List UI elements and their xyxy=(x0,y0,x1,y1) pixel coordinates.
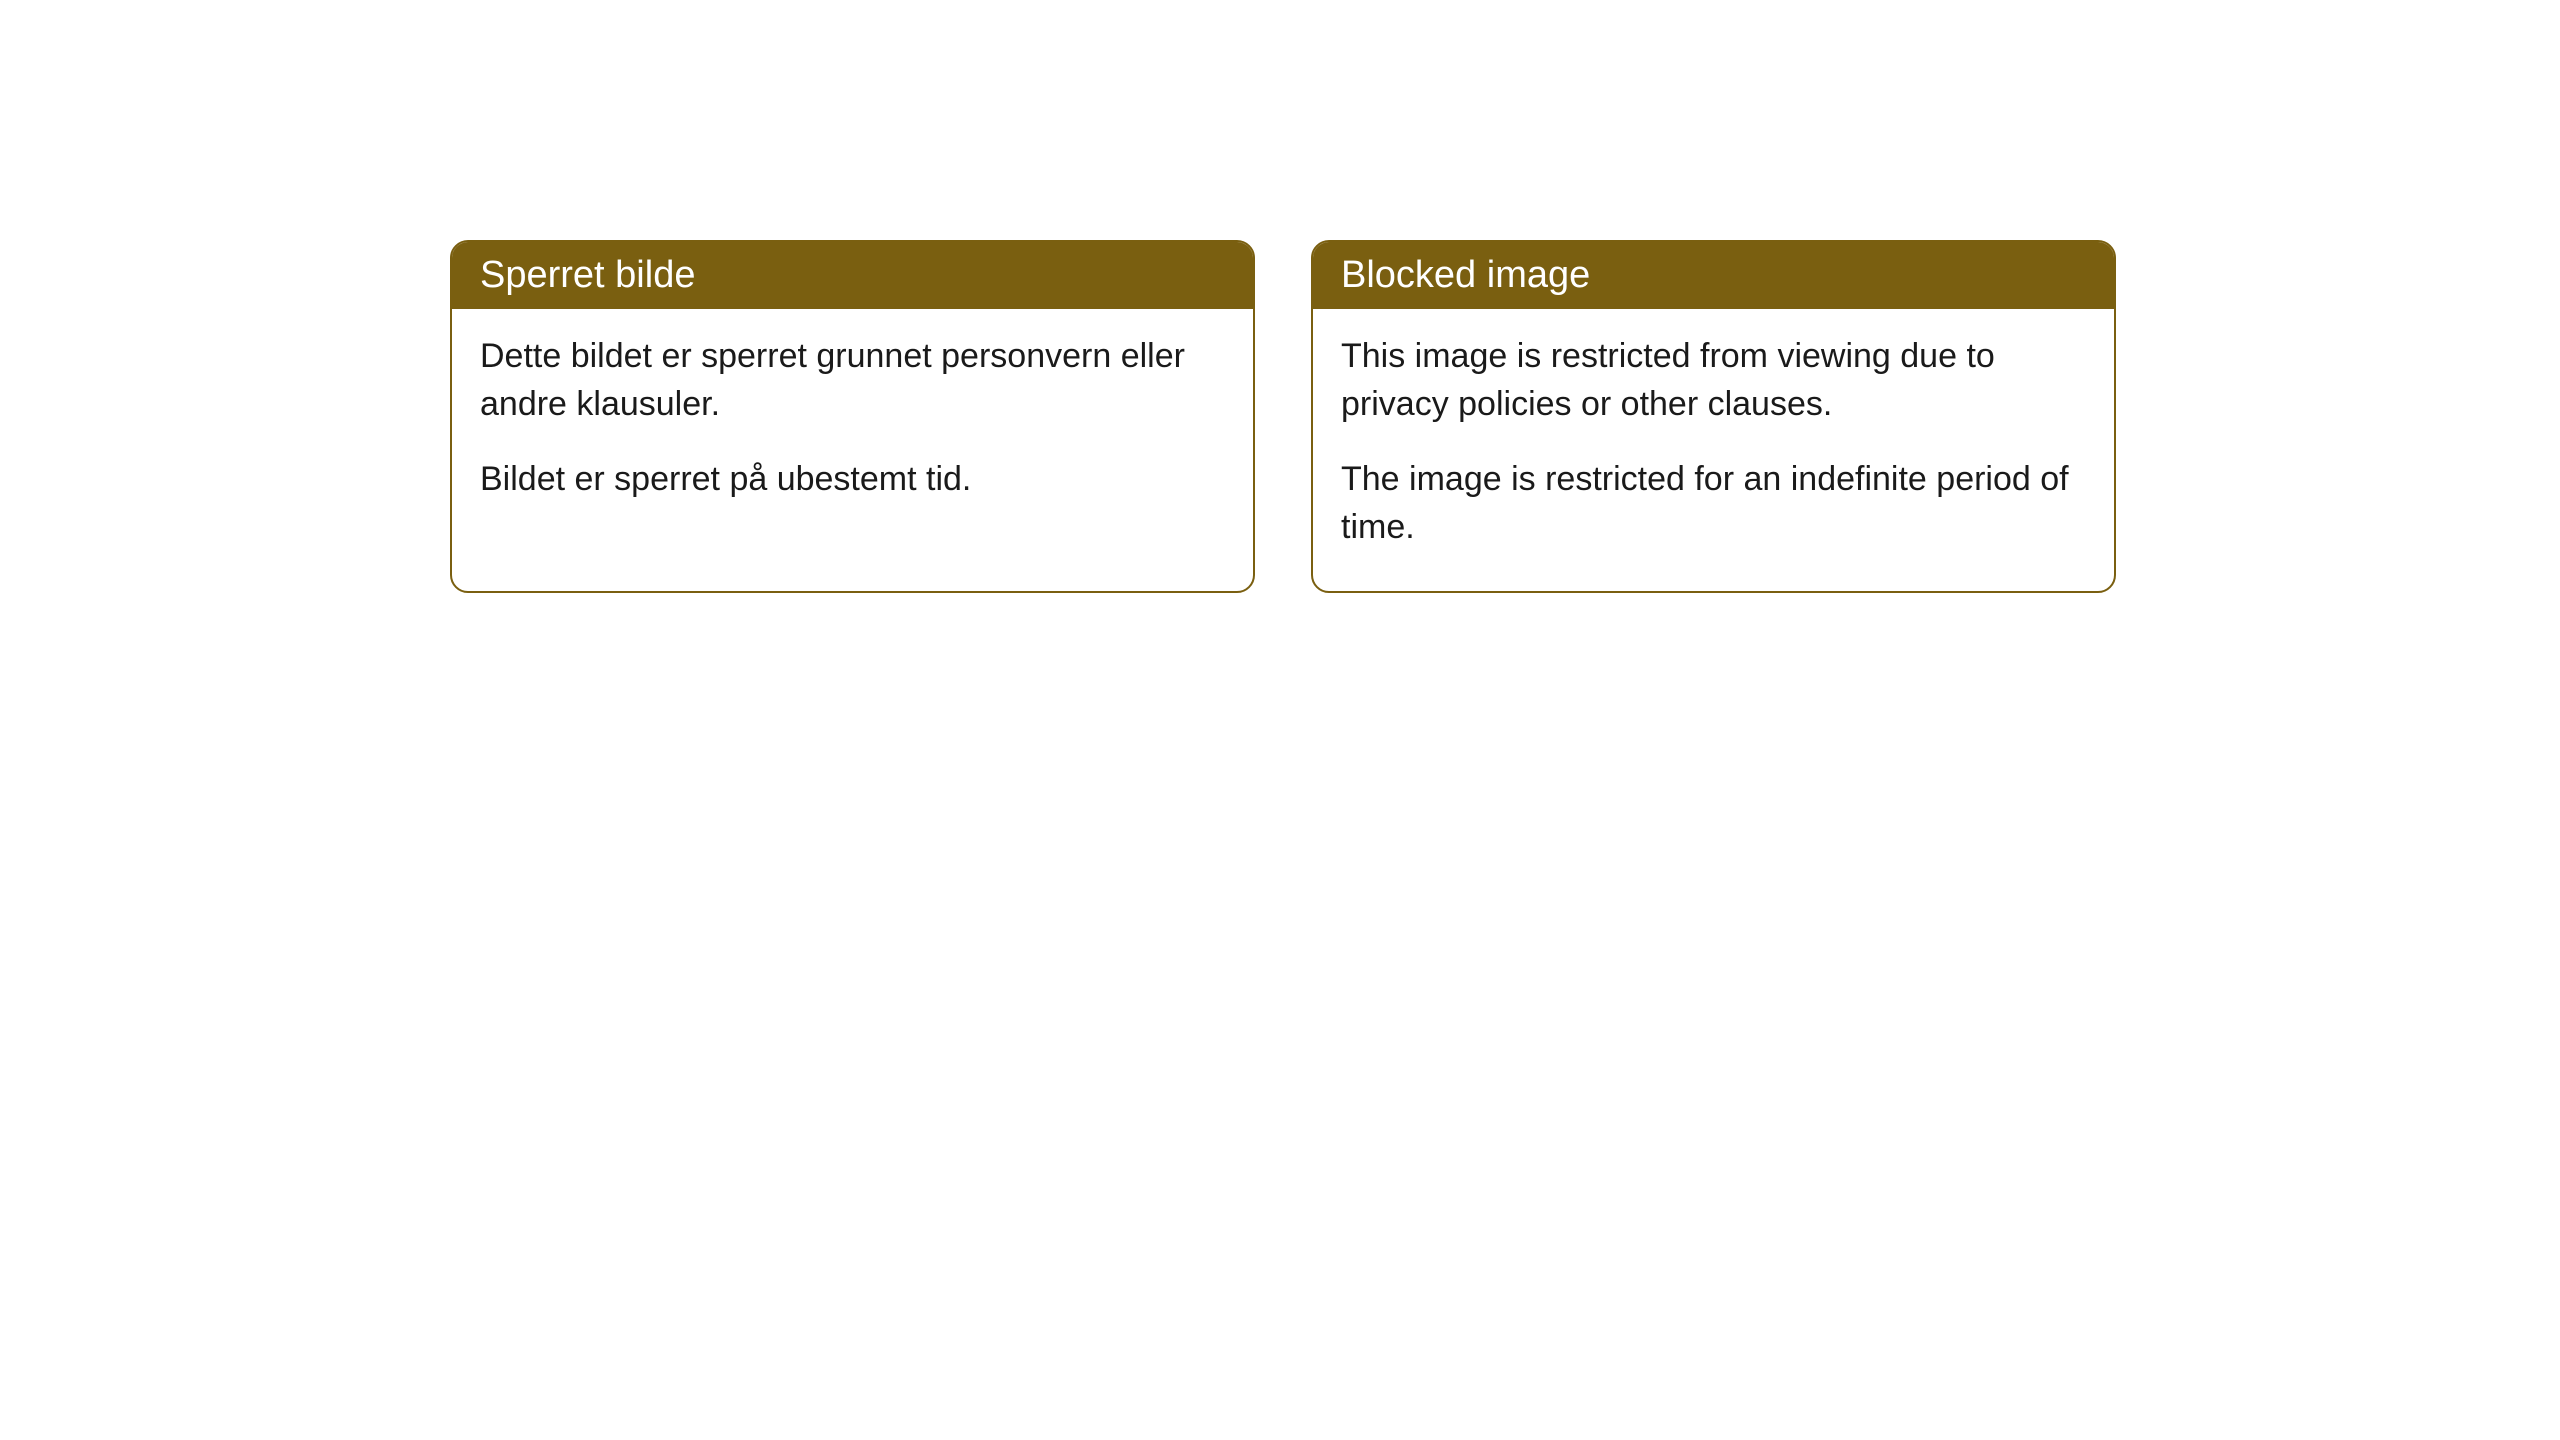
card-paragraph-2: The image is restricted for an indefinit… xyxy=(1341,456,2086,551)
blocked-image-card-english: Blocked image This image is restricted f… xyxy=(1311,240,2116,593)
card-paragraph-2: Bildet er sperret på ubestemt tid. xyxy=(480,456,1225,504)
card-header-norwegian: Sperret bilde xyxy=(452,242,1253,309)
notice-cards-container: Sperret bilde Dette bildet er sperret gr… xyxy=(450,240,2116,593)
card-body-english: This image is restricted from viewing du… xyxy=(1313,309,2114,591)
card-title: Blocked image xyxy=(1341,254,1590,296)
blocked-image-card-norwegian: Sperret bilde Dette bildet er sperret gr… xyxy=(450,240,1255,593)
card-title: Sperret bilde xyxy=(480,254,695,296)
card-body-norwegian: Dette bildet er sperret grunnet personve… xyxy=(452,309,1253,544)
card-header-english: Blocked image xyxy=(1313,242,2114,309)
card-paragraph-1: Dette bildet er sperret grunnet personve… xyxy=(480,333,1225,428)
card-paragraph-1: This image is restricted from viewing du… xyxy=(1341,333,2086,428)
